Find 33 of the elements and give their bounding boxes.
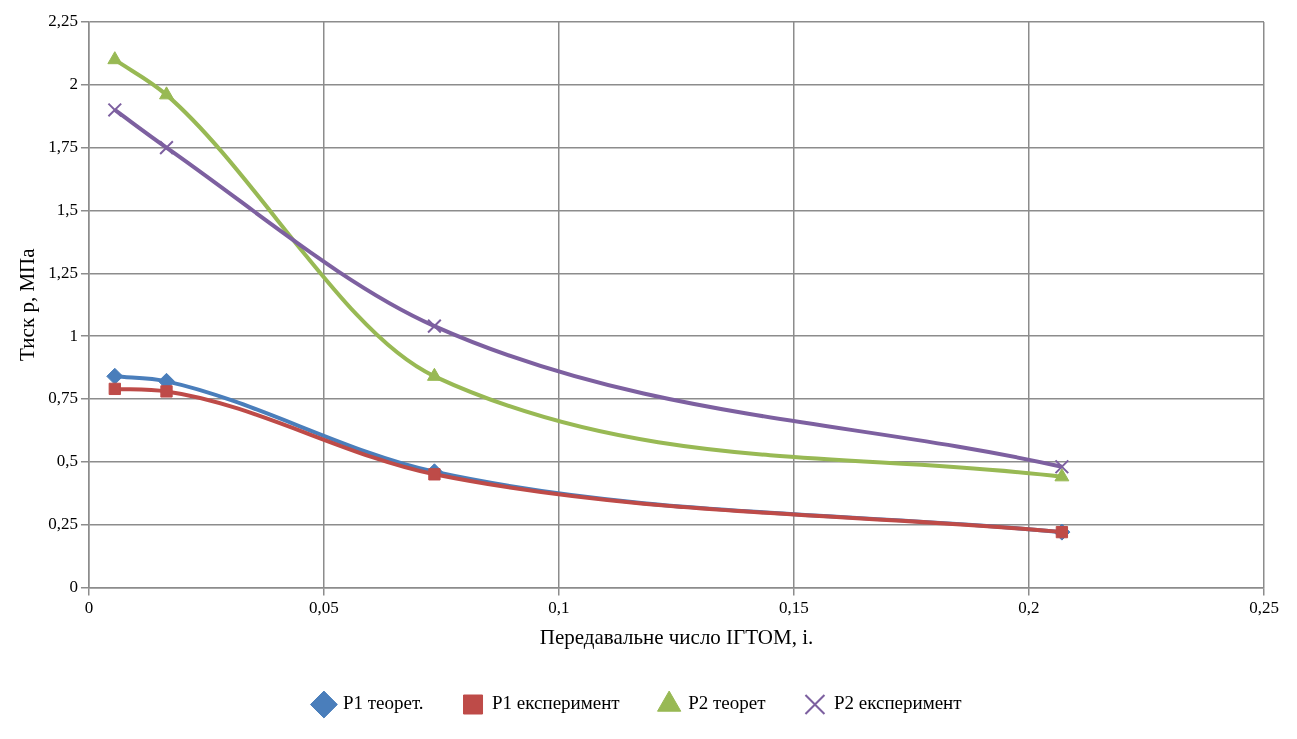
y-tick-label: 2,25: [48, 11, 78, 31]
x-tick-label: 0,05: [309, 598, 339, 618]
y-tick-label: 0: [69, 576, 78, 596]
point: [107, 51, 123, 65]
y-tick-label: 1,75: [48, 137, 78, 157]
x-tick-label: 0,2: [1018, 598, 1040, 618]
y-tick-label: 0,75: [48, 388, 78, 408]
point: [1054, 468, 1070, 482]
x-tick-label: 0,15: [779, 598, 809, 618]
y-tick-label: 1,25: [48, 262, 78, 282]
y-tick-label: 1,5: [56, 199, 78, 219]
point: [159, 86, 174, 100]
point: [428, 468, 441, 481]
y-axis-title: Тиск p, МПа: [15, 247, 40, 361]
point: [427, 318, 442, 334]
point: [106, 367, 124, 385]
point: [108, 382, 121, 396]
point: [159, 140, 174, 156]
x-tick-label: 0,1: [548, 598, 570, 618]
y-tick-label: 2: [69, 74, 78, 94]
legend-label: P2 експеримент: [833, 692, 963, 714]
point: [1054, 459, 1070, 475]
y-tick-label: 0,25: [48, 514, 78, 534]
legend-label: P1 експеримент: [492, 692, 621, 714]
legend-label: P1 теорет.: [342, 692, 424, 714]
x-tick-label: 0,25: [1249, 598, 1279, 618]
x-tick-label: 0: [84, 598, 94, 618]
y-tick-label: 1: [69, 325, 78, 345]
legend-label: P2 теорет: [688, 692, 767, 714]
y-tick-label: 0,5: [56, 451, 78, 471]
point: [107, 102, 123, 118]
x-axis-title: Передавальне число ІГТОМ, i.: [539, 624, 814, 649]
point: [160, 385, 173, 398]
